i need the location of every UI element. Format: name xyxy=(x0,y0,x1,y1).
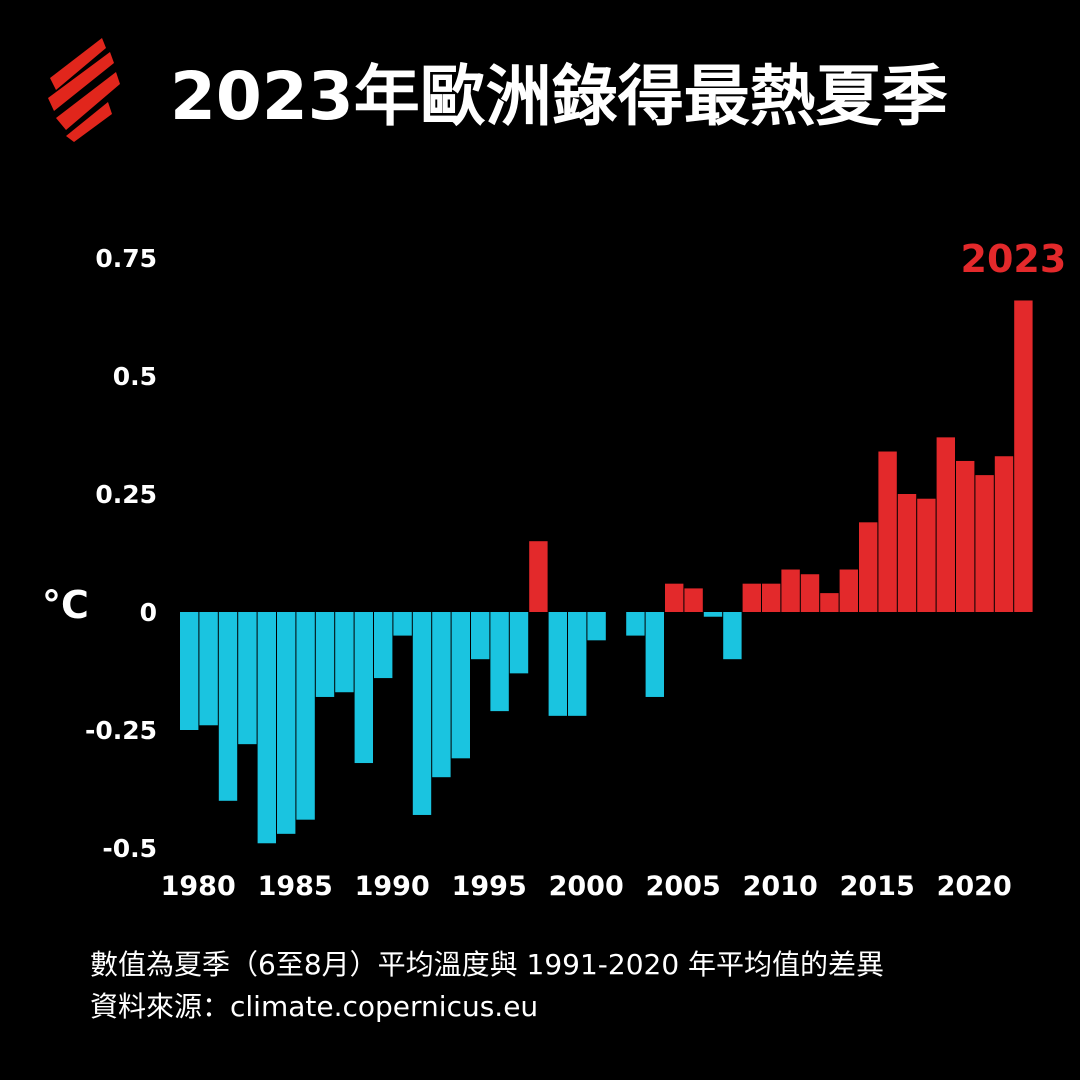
bar-1999 xyxy=(548,612,567,716)
bar-1997 xyxy=(509,612,529,674)
bar-1992 xyxy=(412,612,432,815)
bar-1981 xyxy=(199,612,218,726)
x-tick-label: 2010 xyxy=(743,871,818,902)
x-tick-label: 1995 xyxy=(452,871,527,902)
x-tick-label: 1985 xyxy=(258,871,333,902)
bar-2015 xyxy=(859,522,878,612)
bar-1998 xyxy=(529,541,548,612)
x-tick-label: 1990 xyxy=(355,871,430,902)
bar-2022 xyxy=(994,456,1014,612)
bar-1984 xyxy=(257,612,276,844)
x-tick-label: 2005 xyxy=(646,871,721,902)
bar-2006 xyxy=(684,588,703,612)
bar-2004 xyxy=(645,612,664,697)
bar-2003 xyxy=(626,612,645,636)
bar-2023 xyxy=(1014,300,1033,612)
bar-1983 xyxy=(238,612,257,745)
bar-1986 xyxy=(296,612,315,820)
x-tick-label: 2000 xyxy=(549,871,624,902)
bar-2017 xyxy=(897,494,917,612)
bar-1990 xyxy=(374,612,393,679)
x-axis-ticks: 1980 1985 1990 1995 2000 2005 2010 2015 2020 xyxy=(161,871,1012,902)
bar-1988 xyxy=(335,612,354,693)
bar-2007 xyxy=(703,612,723,617)
bar-2014 xyxy=(839,569,858,612)
bar-1980 xyxy=(180,612,199,730)
bar-2019 xyxy=(936,437,955,612)
bar-1995 xyxy=(471,612,490,660)
bar-1996 xyxy=(490,612,509,712)
bar-2008 xyxy=(723,612,742,660)
bar-1993 xyxy=(432,612,451,778)
bar-1982 xyxy=(218,612,238,801)
bar-1994 xyxy=(451,612,470,759)
page-title: 2023年歐洲錄得最熱夏季 xyxy=(170,58,948,135)
y-tick-label: -0.25 xyxy=(85,716,157,745)
footnote-description: 數值為夏季（6至8月）平均溫度與 1991-2020 年平均值的差異 xyxy=(90,948,885,981)
bar-1985 xyxy=(277,612,296,834)
y-axis-ticks: 0.75 0.5 0.25 0 -0.25 -0.5 xyxy=(85,244,157,863)
x-tick-label: 2015 xyxy=(840,871,915,902)
y-tick-label: 0.5 xyxy=(113,362,157,391)
bar-1987 xyxy=(315,612,335,697)
bar-1991 xyxy=(393,612,412,636)
y-tick-label: 0.75 xyxy=(95,244,157,273)
bar-2011 xyxy=(781,569,800,612)
bar-2009 xyxy=(742,583,761,612)
bar-2013 xyxy=(820,593,839,612)
bar-2010 xyxy=(762,583,781,612)
sbs-logo-icon xyxy=(48,38,120,142)
bar-1989 xyxy=(354,612,373,764)
bar-2021 xyxy=(975,475,994,612)
bar-2016 xyxy=(878,451,897,612)
bar-2000 xyxy=(568,612,587,716)
footnote-source: 資料來源：climate.copernicus.eu xyxy=(90,990,539,1023)
x-tick-label: 2020 xyxy=(937,871,1012,902)
footnote: 數值為夏季（6至8月）平均溫度與 1991-2020 年平均值的差異 資料來源：… xyxy=(90,944,884,1028)
bar-2001 xyxy=(587,612,606,641)
y-tick-label: 0.25 xyxy=(95,480,157,509)
y-tick-label: 0 xyxy=(140,598,157,627)
bar-2020 xyxy=(956,460,975,612)
bars xyxy=(180,300,1033,844)
y-axis-unit-label: °C xyxy=(42,583,89,627)
bar-2005 xyxy=(665,583,684,612)
highlight-year-label: 2023 xyxy=(961,237,1067,281)
bar-2018 xyxy=(917,498,936,612)
y-tick-label: -0.5 xyxy=(102,834,157,863)
x-tick-label: 1980 xyxy=(161,871,236,902)
bar-2012 xyxy=(800,574,820,612)
